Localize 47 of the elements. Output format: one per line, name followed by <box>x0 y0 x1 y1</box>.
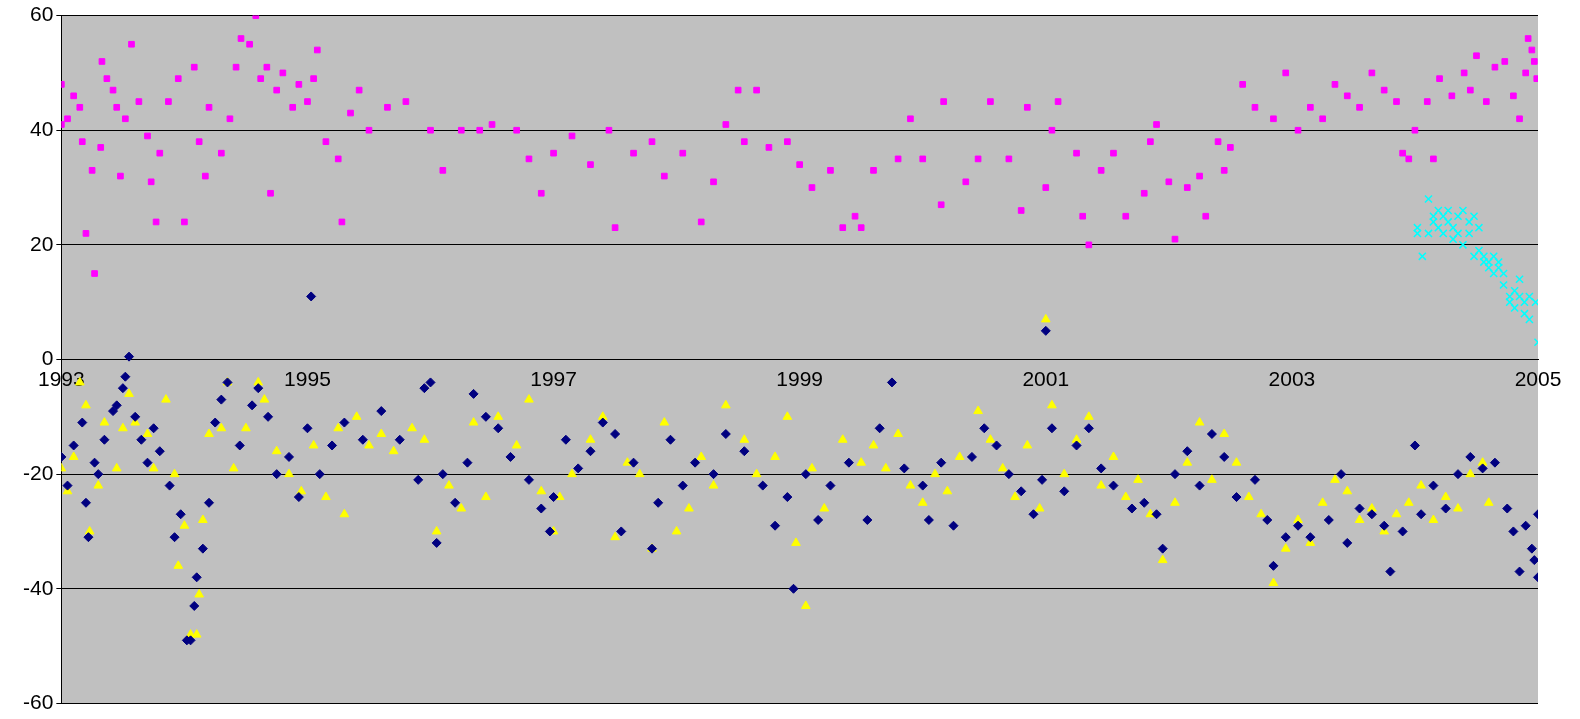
point <box>1520 309 1529 318</box>
point <box>1453 211 1463 221</box>
y-tick-label: -60 <box>22 690 54 714</box>
point <box>1453 229 1463 238</box>
point <box>1531 297 1538 307</box>
point <box>1469 252 1479 261</box>
point <box>1448 234 1458 244</box>
point <box>1424 229 1433 238</box>
point <box>1443 217 1453 227</box>
x-tick-label: 1999 <box>776 366 824 390</box>
point <box>1464 229 1474 238</box>
point <box>1510 286 1519 296</box>
y-tick-label: 0 <box>41 346 54 370</box>
y-tick-label: -20 <box>22 460 54 484</box>
point <box>1489 269 1498 278</box>
point <box>1520 297 1529 307</box>
point <box>1434 206 1443 215</box>
y-tick-label: 20 <box>29 231 54 255</box>
x-tick-label: 1995 <box>284 366 331 390</box>
x-tick-label: 2001 <box>1022 366 1070 390</box>
y-tick-label: -40 <box>22 575 54 599</box>
x-tick-label: 2003 <box>1268 366 1316 390</box>
point <box>1438 211 1448 221</box>
point <box>1525 315 1534 324</box>
point <box>1443 206 1453 215</box>
point <box>1448 223 1458 232</box>
y-tick-label: 40 <box>29 117 54 141</box>
point <box>1525 292 1534 301</box>
point <box>1499 280 1508 290</box>
point <box>1499 269 1508 278</box>
point <box>1424 194 1433 204</box>
point <box>1515 292 1524 301</box>
y-tick-label: 60 <box>29 2 54 26</box>
x-tick-label: 2005 <box>1514 366 1562 390</box>
point <box>1458 206 1468 215</box>
point <box>1489 252 1498 261</box>
point <box>1469 211 1479 221</box>
point <box>1458 240 1468 250</box>
point <box>1474 223 1484 232</box>
point <box>1434 223 1443 232</box>
point <box>1515 274 1524 284</box>
point <box>1438 229 1448 238</box>
x-tick-label: 1997 <box>530 366 577 390</box>
point <box>1418 252 1427 261</box>
point <box>1464 217 1474 227</box>
point <box>1474 246 1484 255</box>
point <box>1510 303 1519 313</box>
